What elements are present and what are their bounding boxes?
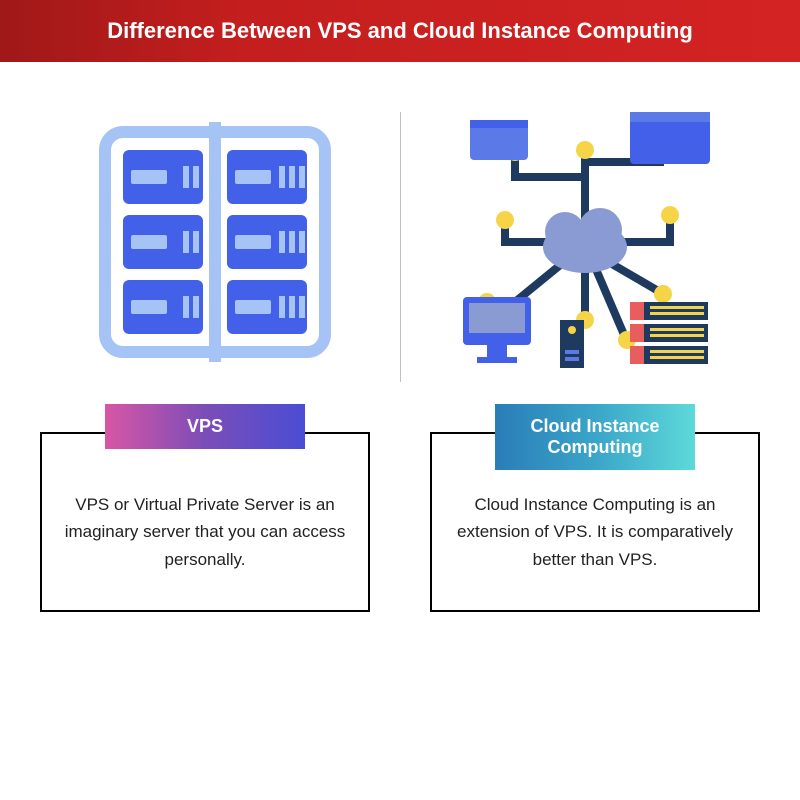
page-title: Difference Between VPS and Cloud Instanc… (0, 0, 800, 62)
cloud-label: Cloud Instance Computing (495, 404, 695, 470)
server-rack-icon (85, 112, 345, 372)
vps-description: VPS or Virtual Private Server is an imag… (40, 432, 370, 612)
vertical-divider (400, 112, 401, 382)
vps-box: VPS VPS or Virtual Private Server is an … (40, 432, 370, 612)
cloud-icon-cell (400, 102, 770, 382)
vps-label: VPS (105, 404, 305, 449)
icons-section (0, 62, 800, 412)
vps-icon-cell (30, 102, 400, 382)
descriptions-section: VPS VPS or Virtual Private Server is an … (0, 412, 800, 652)
cloud-box: Cloud Instance Computing Cloud Instance … (430, 432, 760, 612)
cloud-network-icon (435, 102, 735, 382)
